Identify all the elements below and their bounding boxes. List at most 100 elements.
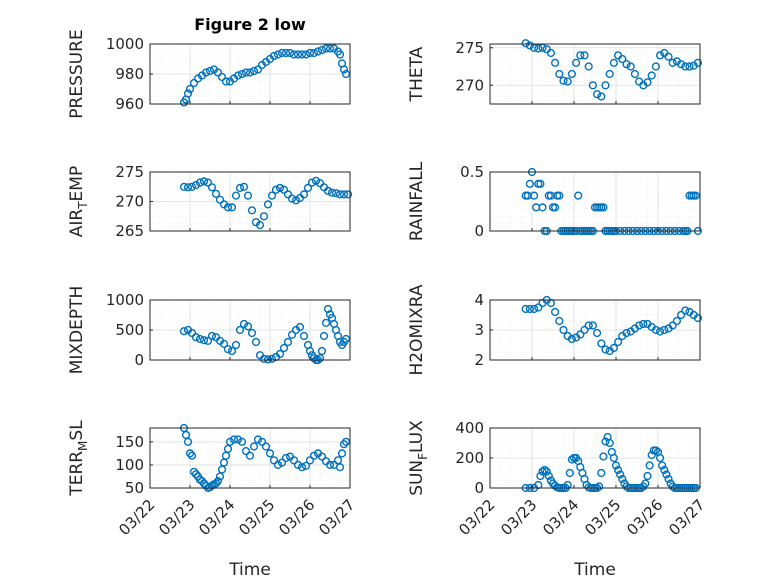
- data-point: [277, 458, 287, 467]
- data-point: [576, 51, 585, 60]
- data-point: [331, 189, 341, 198]
- data-point: [597, 339, 606, 348]
- x-tick-label: 03/26: [275, 496, 318, 539]
- data-point: [536, 179, 545, 188]
- data-point: [550, 58, 560, 67]
- data-point: [655, 327, 665, 336]
- data-point: [305, 456, 315, 465]
- y-tick-label: 265: [115, 222, 144, 240]
- data-point: [229, 435, 239, 444]
- data-point: [339, 65, 349, 74]
- data-point: [611, 461, 621, 470]
- data-point: [634, 321, 644, 330]
- data-point: [201, 481, 211, 490]
- data-point: [273, 50, 283, 59]
- data-point: [664, 52, 673, 61]
- data-point: [321, 318, 331, 327]
- data-point: [339, 440, 349, 449]
- data-point: [534, 44, 543, 53]
- data-point: [542, 467, 551, 476]
- data-point: [267, 354, 277, 363]
- data-point: [309, 48, 319, 58]
- data-point: [189, 467, 199, 476]
- data-point: [609, 343, 619, 353]
- subplot-sun-flux: 0 200 400 SUNFLUX 03/2203/2303/2403/2503/260…: [407, 419, 708, 539]
- y-tick-label: 3: [474, 321, 484, 339]
- data-point: [213, 477, 223, 486]
- data-point: [245, 451, 255, 460]
- data-point: [311, 176, 321, 185]
- data-point: [651, 446, 661, 455]
- data-point: [273, 460, 283, 470]
- axes-box: [489, 171, 701, 232]
- data-point: [289, 50, 299, 59]
- data-point: [538, 203, 547, 212]
- data-point: [609, 58, 619, 67]
- data-point: [341, 69, 351, 79]
- data-point: [662, 470, 671, 479]
- data-point: [207, 481, 217, 490]
- data-point: [601, 437, 610, 446]
- data-point: [339, 190, 349, 199]
- x-tick-label: 03/27: [665, 496, 708, 539]
- data-point: [529, 304, 539, 314]
- data-point: [235, 325, 245, 335]
- data-point: [639, 319, 648, 329]
- data-point: [588, 81, 598, 90]
- data-point: [227, 203, 237, 212]
- data-point: [255, 221, 265, 230]
- data-point: [281, 453, 291, 463]
- data-point: [217, 72, 227, 82]
- data-point: [609, 453, 619, 463]
- data-point: [233, 435, 243, 444]
- axes-box: [149, 427, 351, 489]
- data-point: [317, 452, 327, 461]
- y-tick-label: 4: [474, 291, 484, 309]
- data-point: [550, 307, 560, 317]
- axes-box: [489, 43, 701, 105]
- y-axis-label: H2OMIXRA: [407, 284, 427, 375]
- data-point: [253, 65, 263, 74]
- data-point: [574, 191, 583, 200]
- data-point: [247, 328, 257, 338]
- data-point: [655, 453, 665, 463]
- y-tick-label: 980: [115, 65, 144, 83]
- y-axis-label: TERRMSL: [67, 420, 90, 497]
- y-tick-label: 1000: [106, 291, 144, 309]
- data-point: [613, 337, 623, 347]
- data-point: [307, 178, 317, 187]
- x-tick-label: 03/23: [497, 496, 540, 539]
- data-point: [647, 450, 656, 460]
- data-point: [664, 474, 673, 484]
- data-point: [595, 482, 604, 491]
- data-point: [658, 461, 667, 470]
- data-point: [626, 62, 635, 71]
- data-point: [249, 66, 259, 76]
- data-point: [207, 183, 217, 192]
- data-point: [645, 461, 654, 470]
- data-point: [323, 304, 333, 314]
- data-point: [241, 447, 251, 456]
- data-point: [185, 449, 195, 458]
- data-point: [277, 48, 287, 58]
- data-point: [335, 50, 345, 59]
- data-point: [616, 470, 625, 479]
- data-point: [283, 337, 293, 347]
- data-point: [321, 44, 331, 53]
- y-tick-label: 2: [474, 351, 484, 369]
- data-point: [271, 185, 281, 194]
- subplot-mixdepth: 0 500 1000 MIXDEPTH: [67, 286, 351, 374]
- data-series: [179, 44, 351, 107]
- data-point: [676, 60, 686, 69]
- data-point: [289, 456, 299, 465]
- data-point: [279, 343, 289, 353]
- subplot-h2omixra: 2 3 4 H2OMIXRA: [407, 284, 703, 376]
- data-point: [179, 327, 189, 336]
- x-tick-label: 03/26: [623, 496, 666, 539]
- data-point: [187, 451, 197, 460]
- data-point: [275, 183, 285, 193]
- data-point: [303, 183, 313, 193]
- data-point: [263, 355, 273, 364]
- data-point: [317, 346, 327, 356]
